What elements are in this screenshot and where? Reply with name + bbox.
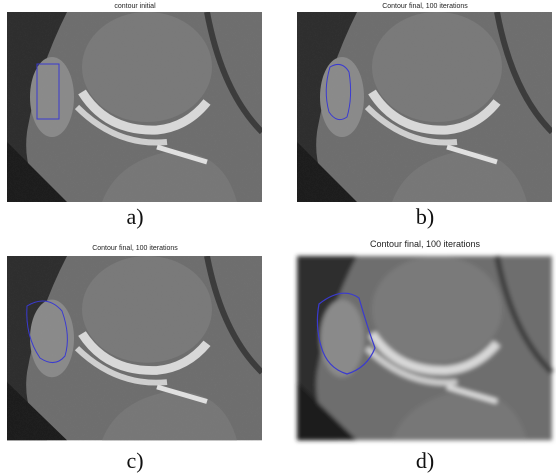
image [297, 12, 552, 202]
panel-label: c) [126, 448, 143, 473]
image [7, 256, 262, 440]
panel-title: contour initial [114, 3, 156, 10]
panel-title: Contour final, 100 iterations [92, 245, 178, 252]
panel-title: Contour final, 100 iterations [370, 239, 481, 249]
panel-label: d) [416, 448, 434, 473]
panel-title: Contour final, 100 iterations [382, 3, 468, 10]
image [7, 12, 262, 202]
figure: contour initial a) Contour final, 100 it… [0, 0, 556, 476]
panel-label: b) [416, 204, 434, 229]
panel-label: a) [126, 204, 143, 229]
image [297, 256, 552, 440]
